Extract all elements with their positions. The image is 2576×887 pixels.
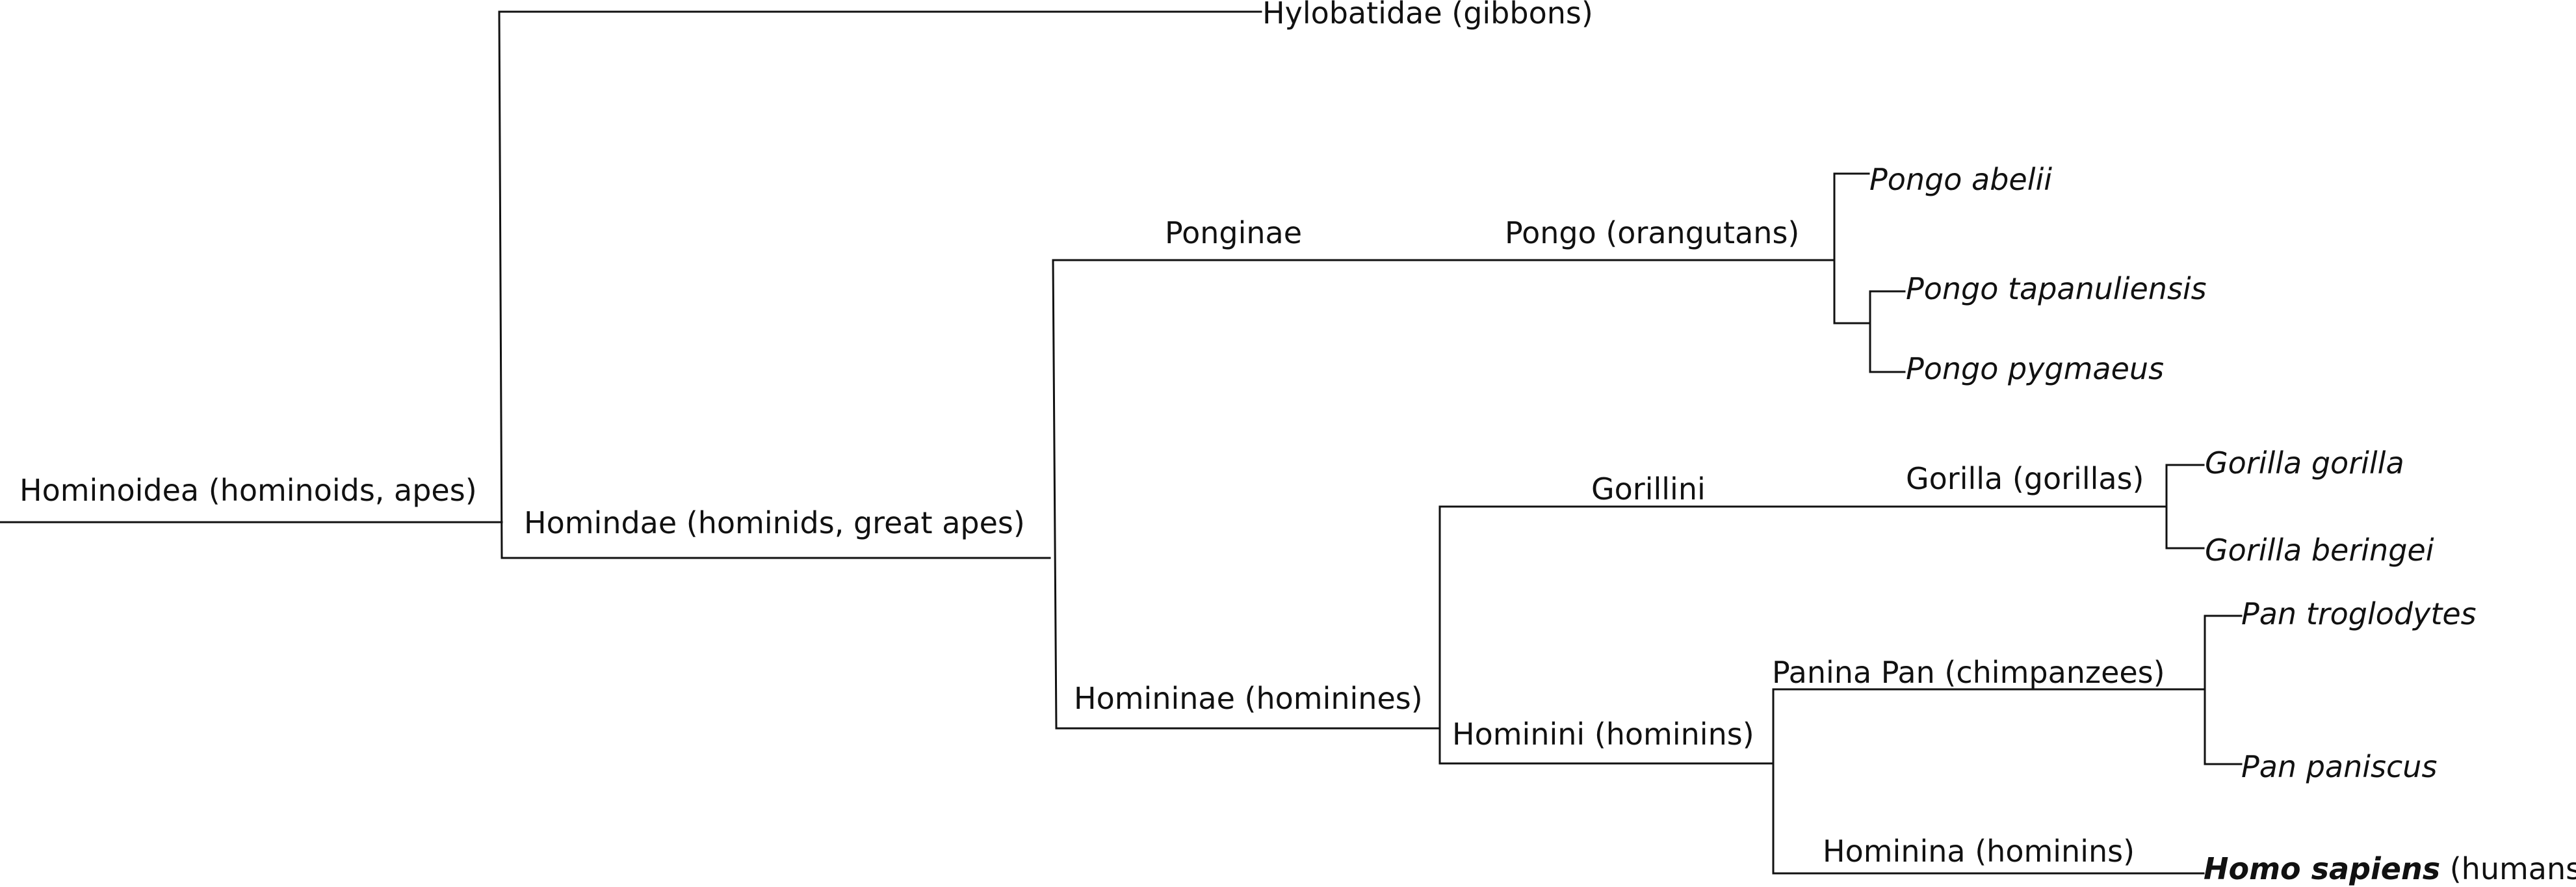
taxon-labels: Hominoidea (hominoids, apes) Hylobatidae…: [20, 0, 2576, 886]
homo-sapiens-common: (humans): [2440, 851, 2576, 886]
label-hominini: Hominini (hominins): [1452, 717, 1754, 752]
label-gorilla: Gorilla (gorillas): [1906, 461, 2144, 496]
label-gorilla-gorilla: Gorilla gorilla: [2205, 445, 2404, 481]
label-hominidae: Homindae (hominids, great apes): [524, 505, 1025, 540]
label-pongo-abelii: Pongo abelii: [1869, 162, 2052, 197]
branch-lines: [0, 10, 2243, 875]
branch-hominoidea-split: [498, 10, 503, 559]
label-gorillini: Gorillini: [1591, 471, 1706, 507]
label-hominoidea: Hominoidea (hominoids, apes): [20, 473, 477, 508]
label-panina: Panina Pan (chimpanzees): [1772, 655, 2165, 690]
label-pongo-tapanuliensis: Pongo tapanuliensis: [1906, 271, 2207, 306]
label-homo-sapiens: Homo sapiens (humans): [2204, 851, 2576, 886]
label-hylobatidae: Hylobatidae (gibbons): [1262, 0, 1593, 31]
homo-sapiens-name: Homo sapiens: [2204, 851, 2440, 886]
label-pongo-pygmaeus: Pongo pygmaeus: [1906, 351, 2164, 386]
label-hominina: Hominina (hominins): [1823, 834, 2135, 869]
label-pan-paniscus: Pan paniscus: [2241, 749, 2437, 784]
label-gorilla-beringei: Gorilla beringei: [2205, 533, 2434, 568]
label-homininae: Homininae (hominines): [1074, 681, 1423, 716]
label-pan-troglodytes: Pan troglodytes: [2241, 596, 2477, 631]
label-pongo: Pongo (orangutans): [1505, 215, 1799, 250]
branch-hominidae-split: [1052, 259, 1058, 730]
label-ponginae: Ponginae: [1165, 215, 1302, 250]
